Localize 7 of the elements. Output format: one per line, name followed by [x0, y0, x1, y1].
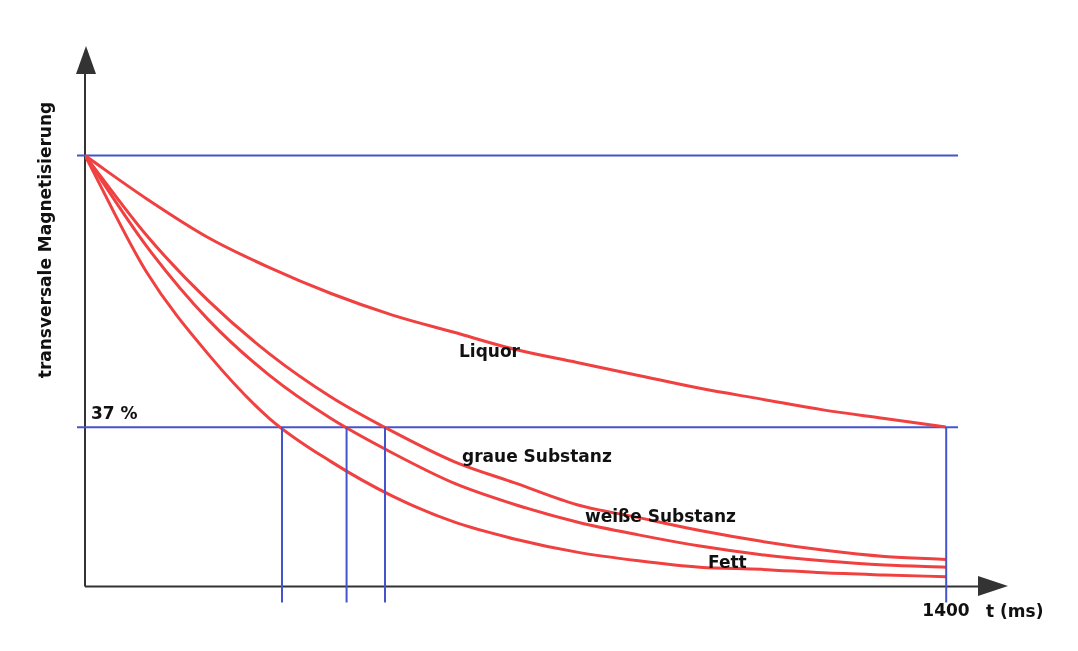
- x-axis-title: t (ms): [986, 601, 1044, 622]
- series-label: graue Substanz: [462, 446, 612, 467]
- y-axis-title: transversale Magnetisierung: [35, 101, 56, 379]
- ref-line-label: 37 %: [91, 403, 138, 424]
- series-label: Liquor: [459, 341, 521, 362]
- series-label: Fett: [708, 551, 747, 572]
- text: 1400: [922, 599, 970, 620]
